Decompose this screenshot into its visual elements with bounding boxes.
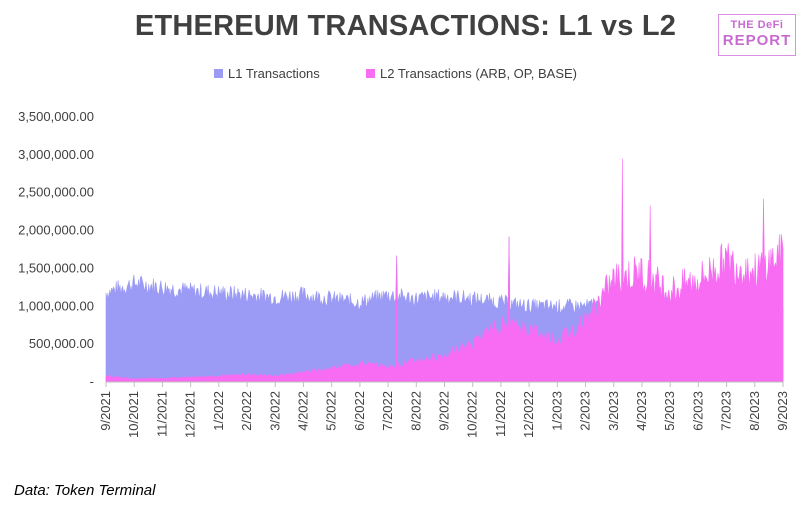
y-axis: - 500,000.00 1,000,000.00 1,500,000.00 2,000…	[18, 109, 94, 389]
x-tick-label: 5/2023	[662, 391, 677, 431]
y-tick-label: 3,000,000.00	[18, 147, 94, 162]
x-tick-label: 3/2023	[606, 391, 621, 431]
x-tick-label: 10/2022	[465, 391, 480, 438]
y-tick-label: 1,500,000.00	[18, 260, 94, 275]
x-tick-label: 4/2023	[634, 391, 649, 431]
legend-swatch-1	[214, 69, 223, 78]
y-tick-label: -	[90, 374, 94, 389]
x-tick-label: 2/2023	[578, 391, 593, 431]
series-areas	[105, 158, 784, 383]
x-tick-label: 9/2023	[775, 391, 790, 431]
x-tick-label: 1/2023	[549, 391, 564, 431]
series-l2-transactions	[105, 158, 784, 383]
legend-swatch-2	[366, 69, 375, 78]
x-tick-label: 12/2022	[521, 391, 536, 438]
chart-legend: L1 Transactions L2 Transactions (ARB, OP,…	[214, 66, 577, 81]
x-tick-label: 12/2021	[183, 391, 198, 438]
x-tick-label: 11/2021	[154, 391, 169, 437]
y-tick-label: 3,500,000.00	[18, 109, 94, 124]
x-axis: 9/2021 10/2021 11/2021 12/2021 1/2022 2/2022 3…	[98, 381, 790, 438]
x-tick-label: 1/2022	[211, 391, 226, 431]
legend-label-2: L2 Transactions (ARB, OP, BASE)	[380, 66, 577, 81]
x-tick-label: 3/2022	[267, 391, 282, 431]
y-tick-label: 2,500,000.00	[18, 185, 94, 200]
x-tick-label: 7/2022	[380, 391, 395, 431]
y-tick-label: 2,000,000.00	[18, 223, 94, 238]
x-tick-label: 8/2023	[747, 391, 762, 431]
x-tick-label: 9/2021	[98, 391, 113, 431]
x-tick-label: 10/2021	[126, 391, 141, 438]
x-tick-label: 2/2022	[239, 391, 254, 431]
legend-label-1: L1 Transactions	[228, 66, 320, 81]
chart-title: ETHEREUM TRANSACTIONS: L1 vs L2	[134, 10, 677, 42]
x-tick-label: 7/2023	[719, 391, 734, 431]
x-tick-label: 4/2022	[295, 391, 310, 431]
y-tick-label: 1,000,000.00	[18, 298, 94, 313]
x-tick-label: 6/2023	[690, 391, 705, 431]
x-tick-label: 11/2022	[493, 391, 508, 437]
transactions-area-chart: L1 Transactions L2 Transactions (ARB, OP,…	[18, 66, 790, 438]
x-tick-label: 8/2022	[408, 391, 423, 431]
source-note: Data: Token Terminal	[14, 482, 156, 499]
defi-report-logo: THE DeFi REPORT	[718, 14, 796, 56]
y-tick-label: 500,000.00	[29, 336, 94, 351]
x-tick-label: 9/2022	[437, 391, 452, 431]
x-tick-label: 5/2022	[324, 391, 339, 431]
x-tick-label: 6/2022	[352, 391, 367, 431]
logo-line-2: REPORT	[722, 32, 792, 49]
logo-line-1: THE DeFi	[730, 19, 784, 31]
